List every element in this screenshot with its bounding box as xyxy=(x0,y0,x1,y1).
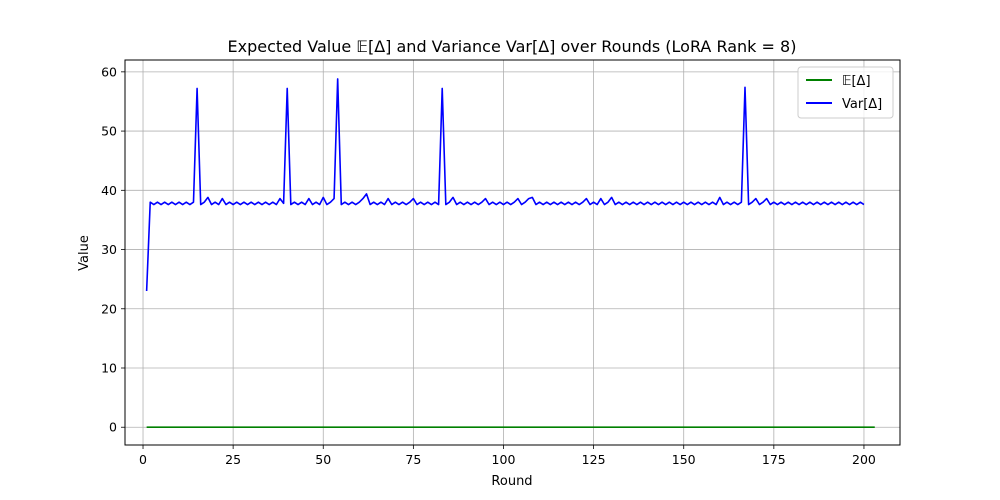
x-tick-label: 150 xyxy=(672,452,696,467)
y-tick-label: 20 xyxy=(101,301,117,316)
legend: 𝔼[Δ] Var[Δ] xyxy=(797,66,894,119)
y-axis-label: Value xyxy=(77,235,92,271)
y-tick-label: 50 xyxy=(101,124,117,139)
series-line-variance xyxy=(145,78,865,292)
y-tick-label: 60 xyxy=(101,64,117,79)
chart-title: Expected Value 𝔼[Δ] and Variance Var[Δ] … xyxy=(228,37,797,56)
x-tick-label: 125 xyxy=(582,452,606,467)
legend-label-expected-value: 𝔼[Δ] xyxy=(842,74,871,89)
y-tick-label: 10 xyxy=(101,361,117,376)
x-tick-label: 25 xyxy=(225,452,241,467)
x-axis-label: Round xyxy=(491,474,532,489)
x-tick-label: 0 xyxy=(139,452,147,467)
y-axis: 0 10 20 30 40 50 60 xyxy=(101,64,125,435)
y-tick-label: 0 xyxy=(109,420,117,435)
plot-frame xyxy=(124,59,901,446)
x-tick-label: 50 xyxy=(315,452,331,467)
plot-area-series xyxy=(145,78,875,429)
x-tick-label: 100 xyxy=(492,452,516,467)
x-axis: 0 25 50 75 100 125 150 175 200 xyxy=(139,445,876,467)
y-tick-label: 30 xyxy=(101,242,117,257)
x-tick-label: 175 xyxy=(762,452,786,467)
legend-label-variance: Var[Δ] xyxy=(842,97,882,112)
y-tick-label: 40 xyxy=(101,183,117,198)
x-tick-label: 200 xyxy=(852,452,876,467)
x-tick-label: 75 xyxy=(405,452,421,467)
